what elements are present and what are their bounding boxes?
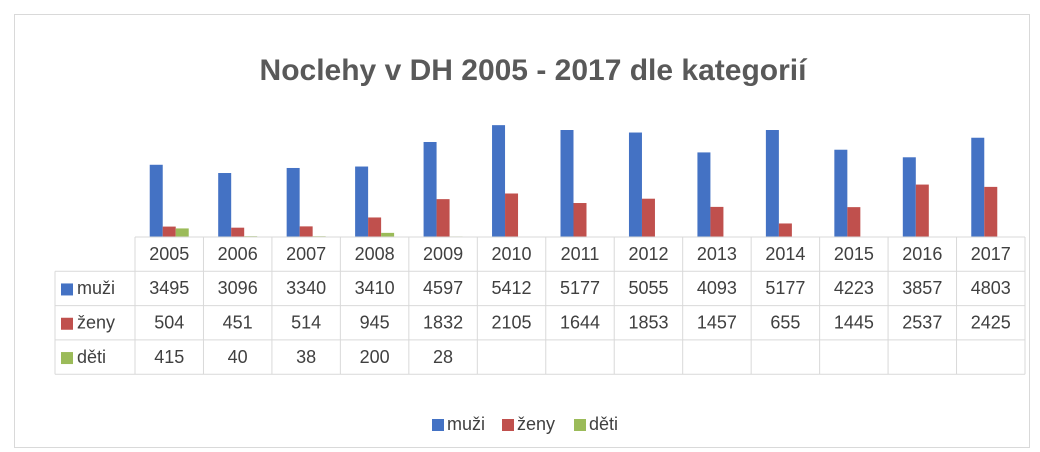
x-tick-label: 2010 [492, 244, 532, 264]
bar [641, 198, 655, 237]
bar [628, 132, 642, 237]
bar [971, 137, 985, 237]
x-tick-label: 2014 [765, 244, 805, 264]
row-label: ženy [77, 313, 115, 333]
bar [231, 227, 245, 237]
bar [573, 203, 587, 237]
table-value: 5177 [560, 278, 600, 298]
legend-key [61, 317, 73, 330]
bar [355, 166, 369, 237]
table-value: 200 [360, 347, 390, 367]
table-value: 3096 [218, 278, 258, 298]
bar [902, 157, 916, 237]
table-value: 4803 [971, 278, 1011, 298]
table-value: 4093 [697, 278, 737, 298]
table-value: 1832 [423, 313, 463, 333]
x-tick-label: 2017 [971, 244, 1011, 264]
x-tick-label: 2006 [218, 244, 258, 264]
x-tick-label: 2013 [697, 244, 737, 264]
table-value: 4597 [423, 278, 463, 298]
table-value: 2537 [902, 313, 942, 333]
table-value: 504 [154, 313, 184, 333]
x-tick-label: 2016 [902, 244, 942, 264]
bar [175, 228, 189, 237]
bar [423, 141, 437, 237]
table-value: 5412 [492, 278, 532, 298]
bar [697, 152, 711, 237]
table-value: 514 [291, 313, 321, 333]
table-value: 1457 [697, 313, 737, 333]
row-label: muži [77, 278, 115, 298]
x-tick-label: 2012 [628, 244, 668, 264]
legend-key [502, 419, 514, 431]
chart-title: Noclehy v DH 2005 - 2017 dle kategorií [260, 54, 809, 87]
bar [710, 206, 724, 237]
legend-key [574, 419, 586, 431]
table-value: 5177 [765, 278, 805, 298]
table-value: 5055 [628, 278, 668, 298]
table-value: 2105 [492, 313, 532, 333]
legend-label: děti [589, 414, 618, 434]
table-value: 38 [296, 347, 316, 367]
table-value: 1853 [628, 313, 668, 333]
table-value: 3857 [902, 278, 942, 298]
table-value: 415 [154, 347, 184, 367]
x-tick-label: 2005 [149, 244, 189, 264]
bar [915, 184, 929, 237]
table-value: 451 [223, 313, 253, 333]
table-value: 3410 [355, 278, 395, 298]
bar [286, 167, 300, 237]
x-tick-label: 2015 [834, 244, 874, 264]
x-tick-label: 2007 [286, 244, 326, 264]
table-value: 945 [360, 313, 390, 333]
bar [218, 173, 232, 237]
x-tick-label: 2008 [355, 244, 395, 264]
table-value: 1445 [834, 313, 874, 333]
table-value: 1644 [560, 313, 600, 333]
bar [847, 207, 861, 237]
x-tick-label: 2009 [423, 244, 463, 264]
legend-label: ženy [517, 414, 555, 434]
bar [368, 217, 382, 237]
legend-key [61, 352, 73, 365]
table-value: 3495 [149, 278, 189, 298]
bar [492, 125, 506, 237]
table-value: 3340 [286, 278, 326, 298]
table-value: 28 [433, 347, 453, 367]
table-value: 4223 [834, 278, 874, 298]
legend-label: muži [447, 414, 485, 434]
bar [505, 193, 519, 237]
bar [765, 130, 779, 237]
bar [778, 223, 792, 237]
bar [149, 164, 163, 237]
table-value: 40 [228, 347, 248, 367]
x-tick-label: 2011 [561, 244, 600, 264]
legend-key [432, 419, 444, 431]
table-value: 2425 [971, 313, 1011, 333]
bar [381, 232, 395, 237]
bar [436, 199, 450, 237]
bar [834, 149, 848, 237]
row-label: děti [77, 347, 106, 367]
table-value: 655 [770, 313, 800, 333]
bar [299, 226, 313, 237]
bar [984, 186, 998, 237]
legend-key [61, 283, 73, 296]
bar [162, 226, 176, 237]
bar [560, 130, 574, 237]
